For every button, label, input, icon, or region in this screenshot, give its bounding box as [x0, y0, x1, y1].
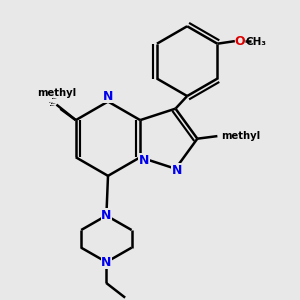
Text: methyl: methyl	[37, 88, 76, 98]
Text: methyl: methyl	[49, 102, 54, 103]
Text: N: N	[101, 209, 112, 222]
Text: methyl: methyl	[50, 104, 55, 106]
Text: CH₃: CH₃	[245, 37, 266, 47]
Text: methyl: methyl	[52, 98, 58, 99]
Text: N: N	[172, 164, 182, 177]
Text: methyl: methyl	[222, 131, 261, 141]
Text: N: N	[103, 90, 113, 103]
Text: methyl: methyl	[56, 94, 104, 108]
Text: N: N	[101, 256, 112, 268]
Text: O: O	[234, 34, 245, 48]
Text: methyl: methyl	[51, 103, 56, 104]
Text: N: N	[139, 154, 149, 167]
